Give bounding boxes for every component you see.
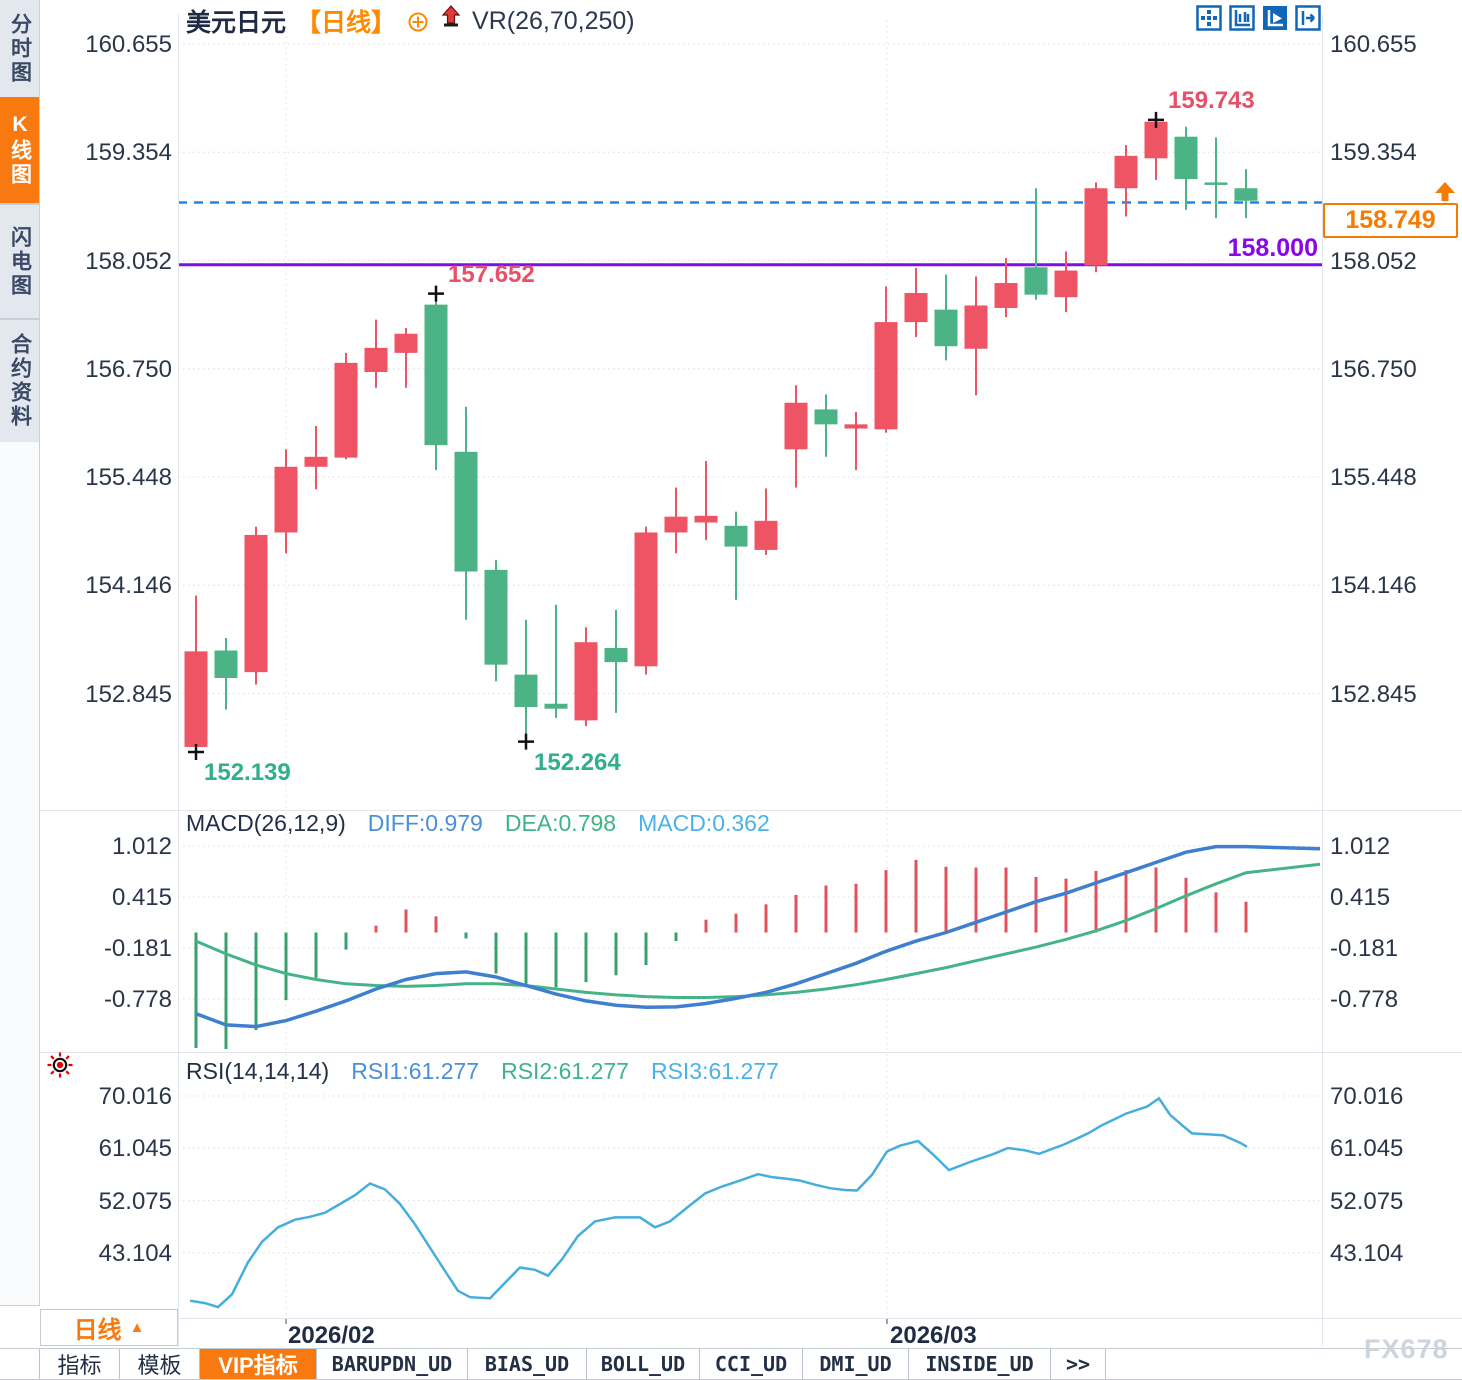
rsi1-value: RSI1:61.277 (351, 1058, 480, 1084)
period-selector-label: 日线 (73, 1317, 122, 1344)
rsi-y-tick-left: 61.045 (98, 1135, 172, 1163)
rsi-y-tick-right: 43.104 (1330, 1239, 1404, 1267)
rsi-y-tick-right: 70.016 (1330, 1083, 1404, 1110)
main-y-tick-right: 154.146 (1330, 572, 1417, 600)
circle-plus-icon[interactable] (406, 9, 430, 33)
main-y-tick-left: 155.448 (85, 464, 172, 491)
symbol-title: 美元日元 (186, 9, 287, 37)
tab-barupdnud[interactable]: BARUPDN_UD (317, 1349, 468, 1379)
rsi-y-tick-right: 61.045 (1330, 1135, 1404, 1163)
main-y-tick-left: 159.354 (85, 139, 172, 167)
main-y-tick-right: 152.845 (1330, 680, 1417, 708)
rsi-name-label: RSI(14,14,14) (186, 1058, 330, 1084)
main-y-tick-right: 155.448 (1330, 464, 1417, 491)
diff-line (195, 844, 1321, 1029)
pan-icon[interactable] (1196, 5, 1222, 31)
tab-biasud[interactable]: BIAS_UD (468, 1349, 587, 1379)
rsi-y-tick-left: 52.075 (98, 1187, 172, 1215)
period-tag[interactable]: 【日线】 (296, 9, 397, 37)
red-up-arrow-icon[interactable] (440, 4, 462, 30)
tab-[interactable]: 指标 (40, 1349, 120, 1379)
tab-[interactable]: >> (1051, 1349, 1106, 1379)
tab-dmiud[interactable]: DMI_UD (803, 1349, 909, 1379)
panel-separator-1 (40, 810, 1462, 811)
low-price-label: 152.264 (534, 748, 621, 776)
main-y-tick-right: 160.655 (1330, 31, 1417, 58)
current-price-badge: 158.749 (1323, 203, 1458, 238)
axis-play-icon[interactable] (1262, 5, 1288, 31)
horizontal-line-label: 158.000 (1227, 234, 1318, 262)
high-price-label: 159.743 (1168, 86, 1255, 114)
macd-y-tick-left: -0.778 (103, 986, 172, 1014)
rsi-y-tick-left: 70.016 (98, 1083, 172, 1110)
dea-line (195, 862, 1321, 999)
main-y-tick-left: 154.146 (85, 572, 172, 600)
sidebar-item-2[interactable]: K线图 (0, 97, 39, 203)
extreme-markers (188, 111, 1164, 761)
macd-y-tick-right: 0.415 (1330, 884, 1391, 912)
plot-right-border (1322, 14, 1323, 1346)
indicator-tab-bar: 指标 模板 VIP指标 BARUPDN_UD BIAS_UD BOLL_UD CCI_UD D… (0, 1348, 1462, 1380)
gridlines (178, 20, 1322, 1324)
rsi-line (189, 1096, 1248, 1309)
rsi3-value: RSI3:61.277 (650, 1058, 779, 1084)
sidebar-item-4[interactable]: 合约资料 (0, 318, 39, 442)
time-axis-border (40, 1318, 1462, 1319)
macd-y-tick-right: 1.012 (1330, 833, 1391, 860)
macd-dea-value: DEA:0.798 (504, 810, 617, 836)
main-y-tick-left: 160.655 (85, 31, 172, 58)
export-right-icon[interactable] (1295, 5, 1321, 31)
overlay-indicator-label[interactable]: VR(26,70,250) (472, 6, 635, 35)
low-price-label: 152.139 (204, 759, 291, 787)
chart-toolbar (1196, 5, 1321, 31)
tab-insideud[interactable]: INSIDE_UD (909, 1349, 1051, 1379)
sidebar-empty-area (0, 442, 39, 1348)
macd-y-tick-left: 0.415 (111, 884, 172, 912)
main-y-tick-right: 156.750 (1330, 355, 1417, 383)
sidebar-item-1[interactable]: 分时图 (0, 0, 39, 97)
macd-y-tick-left: -0.181 (103, 935, 172, 962)
watermark: FX678 (1364, 1334, 1449, 1364)
tab-cciud[interactable]: CCI_UD (700, 1349, 803, 1379)
main-y-tick-left: 152.845 (85, 680, 172, 708)
tab-vip[interactable]: VIP指标 (200, 1349, 317, 1379)
main-y-tick-right: 159.354 (1330, 139, 1417, 167)
sidebar-item-3[interactable]: 闪电图 (0, 203, 39, 318)
panel-separator-2 (40, 1052, 1462, 1053)
macd-y-tick-left: 1.012 (111, 833, 172, 860)
candlesticks[interactable] (184, 119, 1258, 753)
period-selector[interactable]: 日线 ▲ (40, 1309, 178, 1346)
rsi-y-tick-left: 43.104 (98, 1239, 172, 1267)
x-axis-tick-label: 2026/02 (288, 1322, 375, 1349)
macd-histogram (194, 859, 1248, 1049)
main-y-tick-left: 158.052 (85, 247, 172, 275)
macd-diff-value: DIFF:0.979 (367, 810, 483, 836)
macd-name-label: MACD(26,12,9) (186, 810, 346, 836)
rsi2-value: RSI2:61.277 (501, 1058, 629, 1084)
tab-bollud[interactable]: BOLL_UD (587, 1349, 700, 1379)
chart-header: 美元日元 【日线】 VR(26,70,250) (186, 4, 635, 37)
tab-[interactable]: 模板 (120, 1349, 200, 1379)
sidebar: 分时图 K线图 闪电图 合约资料 (0, 0, 40, 1348)
rsi-legend: RSI(14,14,14) RSI1:61.277 RSI2:61.277 RS… (186, 1058, 779, 1085)
axis-range-icon[interactable] (1229, 5, 1255, 31)
macd-legend: MACD(26,12,9) DIFF:0.979 DEA:0.798 MACD:… (186, 810, 770, 837)
rsi-y-tick-right: 52.075 (1330, 1187, 1404, 1215)
macd-y-tick-right: -0.181 (1330, 935, 1399, 962)
macd-y-tick-right: -0.778 (1330, 986, 1399, 1014)
main-y-tick-right: 158.052 (1330, 247, 1417, 275)
price-up-arrow-icon (1432, 181, 1458, 208)
macd-macd-value: MACD:0.362 (638, 810, 770, 836)
sun-indicator-icon[interactable] (46, 1051, 74, 1084)
tab-bar-corner (0, 1349, 40, 1379)
main-y-tick-left: 156.750 (85, 355, 172, 383)
high-price-label: 157.652 (448, 260, 535, 288)
triangle-up-icon: ▲ (129, 1319, 145, 1336)
x-axis-tick-label: 2026/03 (890, 1322, 977, 1349)
sidebar-corner-cell (0, 1305, 40, 1349)
plot-left-border (178, 14, 179, 1346)
